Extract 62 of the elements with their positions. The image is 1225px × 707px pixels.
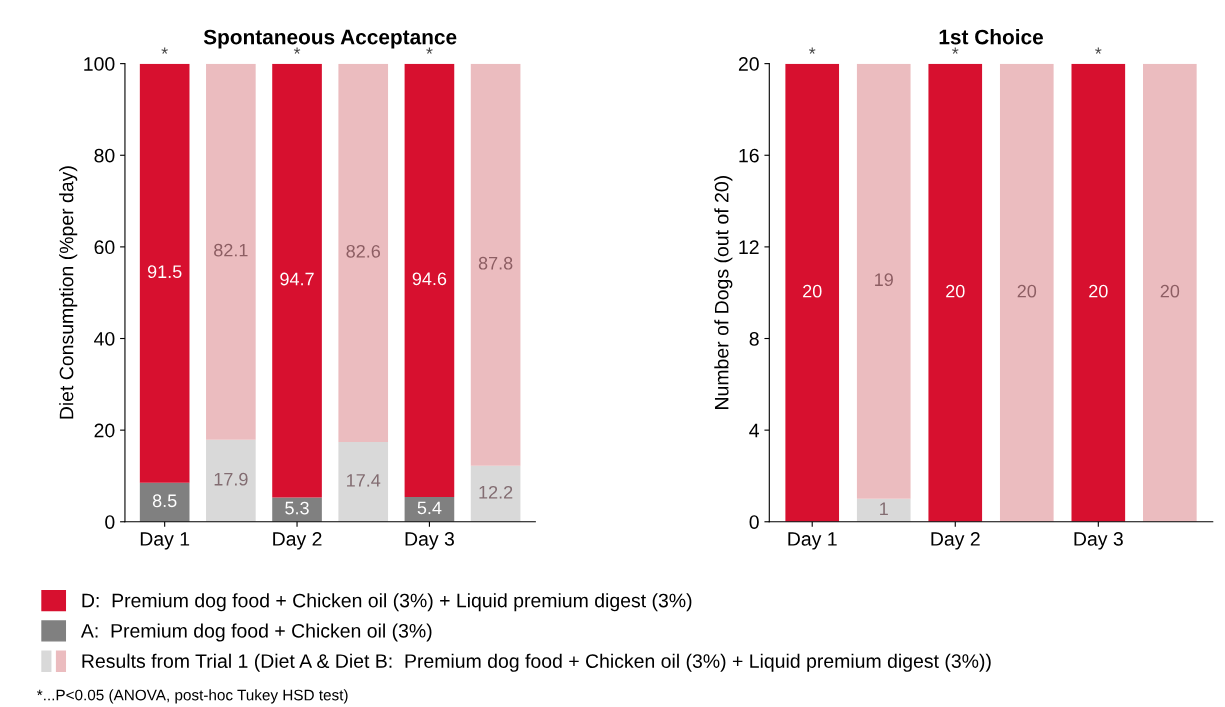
legend-label: D: Premium dog food + Chicken oil (3%) + Liquid premium digest (3%)	[82, 593, 692, 612]
data-label: 12.2	[479, 485, 513, 499]
data-label: 94.6	[412, 272, 447, 286]
y-tick-label: 100	[84, 57, 115, 71]
text: *...P<0.05 (ANOVA, post-hoc Tukey HSD test)	[37, 689, 348, 704]
x-tick-label: Day 2	[931, 532, 980, 550]
bar	[272, 63, 322, 498]
y-tick-label: 80	[94, 148, 115, 163]
y-tick-label: 0	[749, 515, 759, 529]
y-tick-label: 40	[94, 331, 115, 346]
bar	[139, 482, 190, 522]
annotation: *	[293, 47, 301, 54]
data-label: 17.9	[214, 472, 248, 486]
x-tick-label: Day 2	[273, 532, 322, 550]
y-tick-label: 20	[94, 423, 115, 438]
data-label: 20	[1017, 284, 1037, 298]
y-axis-title: Diet Consumption (%per day)	[59, 166, 78, 419]
x-tick-label: Day 1	[788, 532, 837, 550]
chart-title: Spontaneous Acceptance	[203, 29, 457, 49]
data-label: 5.3	[285, 501, 309, 515]
annotation: *	[161, 47, 168, 54]
legend-label: Results from Trial 1 (Diet A & Diet B: Premium dog food + Chicken oil (3%) + Liquid premium digest (3%))	[82, 653, 991, 672]
annotation: *	[426, 47, 433, 54]
bar	[470, 465, 521, 522]
data-label: 17.4	[347, 474, 381, 487]
bar	[206, 439, 256, 522]
x-tick-label: Day 1	[140, 532, 190, 550]
data-label: 87.8	[478, 256, 513, 270]
y-tick-label: 12	[739, 240, 759, 254]
y-tick-label: 4	[749, 423, 760, 438]
bar	[470, 63, 521, 466]
data-label: 1	[880, 502, 888, 515]
y-tick-label: 60	[94, 240, 115, 255]
bar	[338, 442, 389, 522]
data-label: 19	[875, 273, 893, 287]
y-tick-label: 16	[739, 148, 759, 163]
data-label: 91.5	[147, 265, 182, 279]
data-label: 20	[946, 284, 965, 298]
data-label: 20	[1089, 284, 1108, 298]
bar	[272, 497, 322, 522]
bar	[139, 63, 190, 483]
y-tick-label: 20	[738, 57, 759, 71]
data-label: 8.5	[152, 494, 177, 508]
bar	[206, 63, 256, 440]
y-tick-label: 0	[105, 515, 115, 529]
chart-title: 1st Choice	[939, 29, 1043, 45]
data-label: 20	[803, 284, 822, 298]
x-tick-label: Day 3	[1074, 532, 1123, 550]
bar	[338, 63, 389, 443]
y-axis-title: Number of Dogs (out of 20)	[714, 176, 733, 409]
x-tick-label: Day 3	[405, 532, 454, 550]
data-label: 82.1	[214, 243, 248, 257]
data-label: 20	[1160, 284, 1180, 298]
data-label: 82.6	[346, 244, 381, 258]
data-label: 5.4	[417, 501, 442, 515]
annotation: *	[952, 47, 959, 54]
annotation: *	[1095, 47, 1102, 54]
bar	[404, 63, 455, 498]
annotation: *	[808, 47, 816, 54]
data-label: 94.7	[280, 272, 314, 286]
legend-label: A: Premium dog food + Chicken oil (3%)	[80, 623, 432, 642]
y-tick-label: 8	[749, 331, 759, 346]
